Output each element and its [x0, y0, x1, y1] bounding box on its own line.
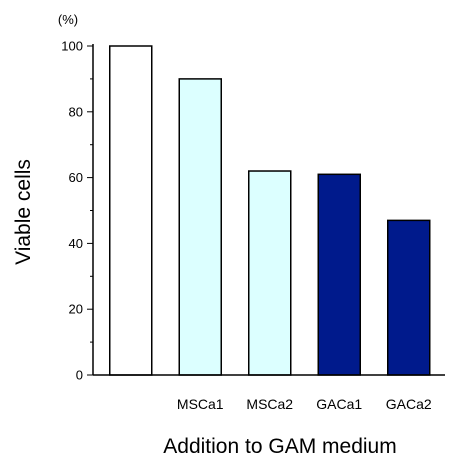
y-axis-unit: (%) — [58, 12, 78, 27]
y-tick-label: 80 — [69, 104, 83, 119]
bar-control — [109, 45, 153, 376]
y-tick-label: 0 — [76, 368, 83, 383]
y-tick-label: 100 — [61, 39, 83, 54]
bar-GACa1 — [317, 173, 361, 376]
x-axis-tick-labels: MSCa1 MSCa2 GACa1 GACa2 — [177, 396, 432, 412]
bar-MSCa2 — [248, 170, 292, 376]
x-tick-label: GACa2 — [386, 396, 432, 412]
y-tick-label: 40 — [69, 236, 83, 251]
x-tick-label: MSCa2 — [246, 396, 293, 412]
bar-MSCa1 — [178, 78, 222, 376]
y-axis-title: Viable cells — [12, 159, 35, 265]
bar-GACa2 — [387, 219, 431, 376]
bars-group — [109, 45, 431, 376]
x-axis-title: Addition to GAM medium — [163, 435, 396, 458]
x-tick-label: GACa1 — [316, 396, 362, 412]
y-axis-ticks: 0 20 40 60 80 100 — [61, 39, 93, 383]
y-tick-label: 20 — [69, 302, 83, 317]
y-tick-label: 60 — [69, 170, 83, 185]
x-tick-label: MSCa1 — [177, 396, 224, 412]
